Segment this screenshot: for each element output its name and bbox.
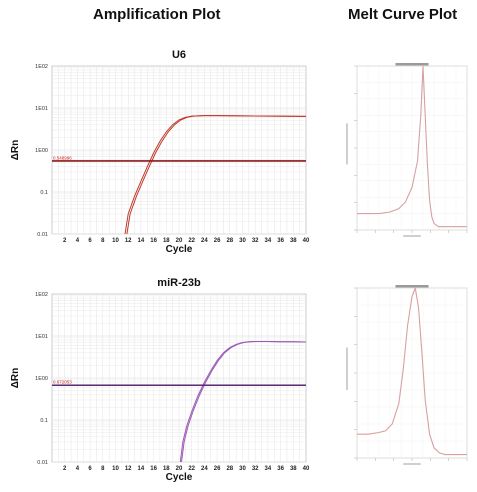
x-axis-label: Cycle: [166, 472, 193, 483]
x-tick-label: 18: [163, 238, 170, 244]
chart-title: U6: [172, 49, 186, 61]
melt-curve: [357, 65, 467, 228]
amplification-curve: [126, 115, 307, 235]
x-tick-label: 6: [88, 238, 92, 244]
melt-curve-plot-header: Melt Curve Plot: [348, 6, 458, 23]
x-tick-label: 40: [303, 238, 310, 244]
amplification-plot-header: Amplification Plot: [93, 6, 221, 23]
x-tick-label: 22: [188, 238, 195, 244]
melt-xlabel-mark: [403, 463, 421, 465]
x-tick-label: 12: [125, 238, 132, 244]
y-tick-label: 0.01: [37, 232, 48, 238]
y-axis-label: ΔRn: [10, 368, 21, 389]
melt-title-mark: [395, 285, 429, 288]
melt-xlabel-mark: [403, 235, 421, 237]
chart-title: miR-23b: [157, 277, 201, 289]
x-tick-label: 2: [63, 466, 67, 472]
threshold-label: 0.548996: [53, 155, 72, 160]
x-tick-label: 28: [226, 238, 233, 244]
x-tick-label: 16: [150, 238, 157, 244]
y-tick-label: 1E01: [35, 106, 48, 112]
melt-curve-plot-u6: [343, 60, 471, 240]
x-tick-label: 8: [101, 238, 105, 244]
y-tick-label: 1E00: [35, 148, 48, 154]
y-tick-label: 1E02: [35, 64, 48, 70]
amplification-plot-mir23b: miR-23b 1E02 1E01 1E00 0.1 0.01 2 4 6 8 10 12 14 16 18…: [0, 272, 330, 492]
melt-chart-u6: [346, 63, 468, 237]
x-tick-label: 10: [112, 466, 119, 472]
threshold-label: 0.672053: [53, 380, 72, 385]
x-tick-label: 20: [176, 466, 183, 472]
melt-chart-mir23b: [346, 285, 468, 465]
x-tick-label: 30: [239, 238, 246, 244]
y-tick-label: 1E02: [35, 292, 48, 298]
x-tick-label: 38: [290, 238, 297, 244]
x-tick-label: 4: [76, 238, 80, 244]
y-tick-label: 0.01: [37, 460, 48, 466]
y-tick-label: 0.1: [40, 418, 48, 424]
x-tick-label: 38: [290, 466, 297, 472]
melt-ylabel-mark: [346, 347, 348, 390]
melt-title-mark: [395, 63, 429, 66]
x-tick-label: 26: [214, 238, 221, 244]
x-tick-label: 12: [125, 466, 132, 472]
amplification-curve: [181, 341, 307, 463]
y-tick-label: 1E01: [35, 334, 48, 340]
x-tick-label: 22: [188, 466, 195, 472]
x-tick-label: 4: [76, 466, 80, 472]
x-tick-label: 34: [265, 466, 272, 472]
x-tick-label: 8: [101, 466, 105, 472]
x-tick-label: 34: [265, 238, 272, 244]
melt-curve-plot-mir23b: [343, 282, 471, 468]
y-axis-label: ΔRn: [10, 140, 21, 161]
x-tick-label: 30: [239, 466, 246, 472]
y-tick-label: 0.1: [40, 190, 48, 196]
x-tick-label: 2: [63, 238, 67, 244]
x-tick-label: 32: [252, 238, 259, 244]
melt-curve: [357, 285, 467, 456]
x-tick-label: 36: [277, 238, 284, 244]
x-tick-label: 14: [138, 238, 145, 244]
x-tick-label: 16: [150, 466, 157, 472]
x-tick-label: 26: [214, 466, 221, 472]
x-tick-label: 24: [201, 466, 208, 472]
y-tick-label: 1E00: [35, 376, 48, 382]
melt-ylabel-mark: [346, 123, 348, 165]
x-tick-label: 28: [226, 466, 233, 472]
x-tick-label: 14: [138, 466, 145, 472]
x-tick-label: 36: [277, 466, 284, 472]
x-axis-label: Cycle: [166, 244, 193, 255]
x-tick-label: 20: [176, 238, 183, 244]
x-tick-label: 10: [112, 238, 119, 244]
x-tick-label: 32: [252, 466, 259, 472]
x-tick-label: 18: [163, 466, 170, 472]
x-tick-label: 6: [88, 466, 92, 472]
amplification-plot-u6: U6 1E02 1E01 1E00 0.1 0.01 2 4 6 8 10 12 14 16 18 20 22 2…: [0, 44, 330, 264]
x-tick-label: 40: [303, 466, 310, 472]
x-tick-label: 24: [201, 238, 208, 244]
